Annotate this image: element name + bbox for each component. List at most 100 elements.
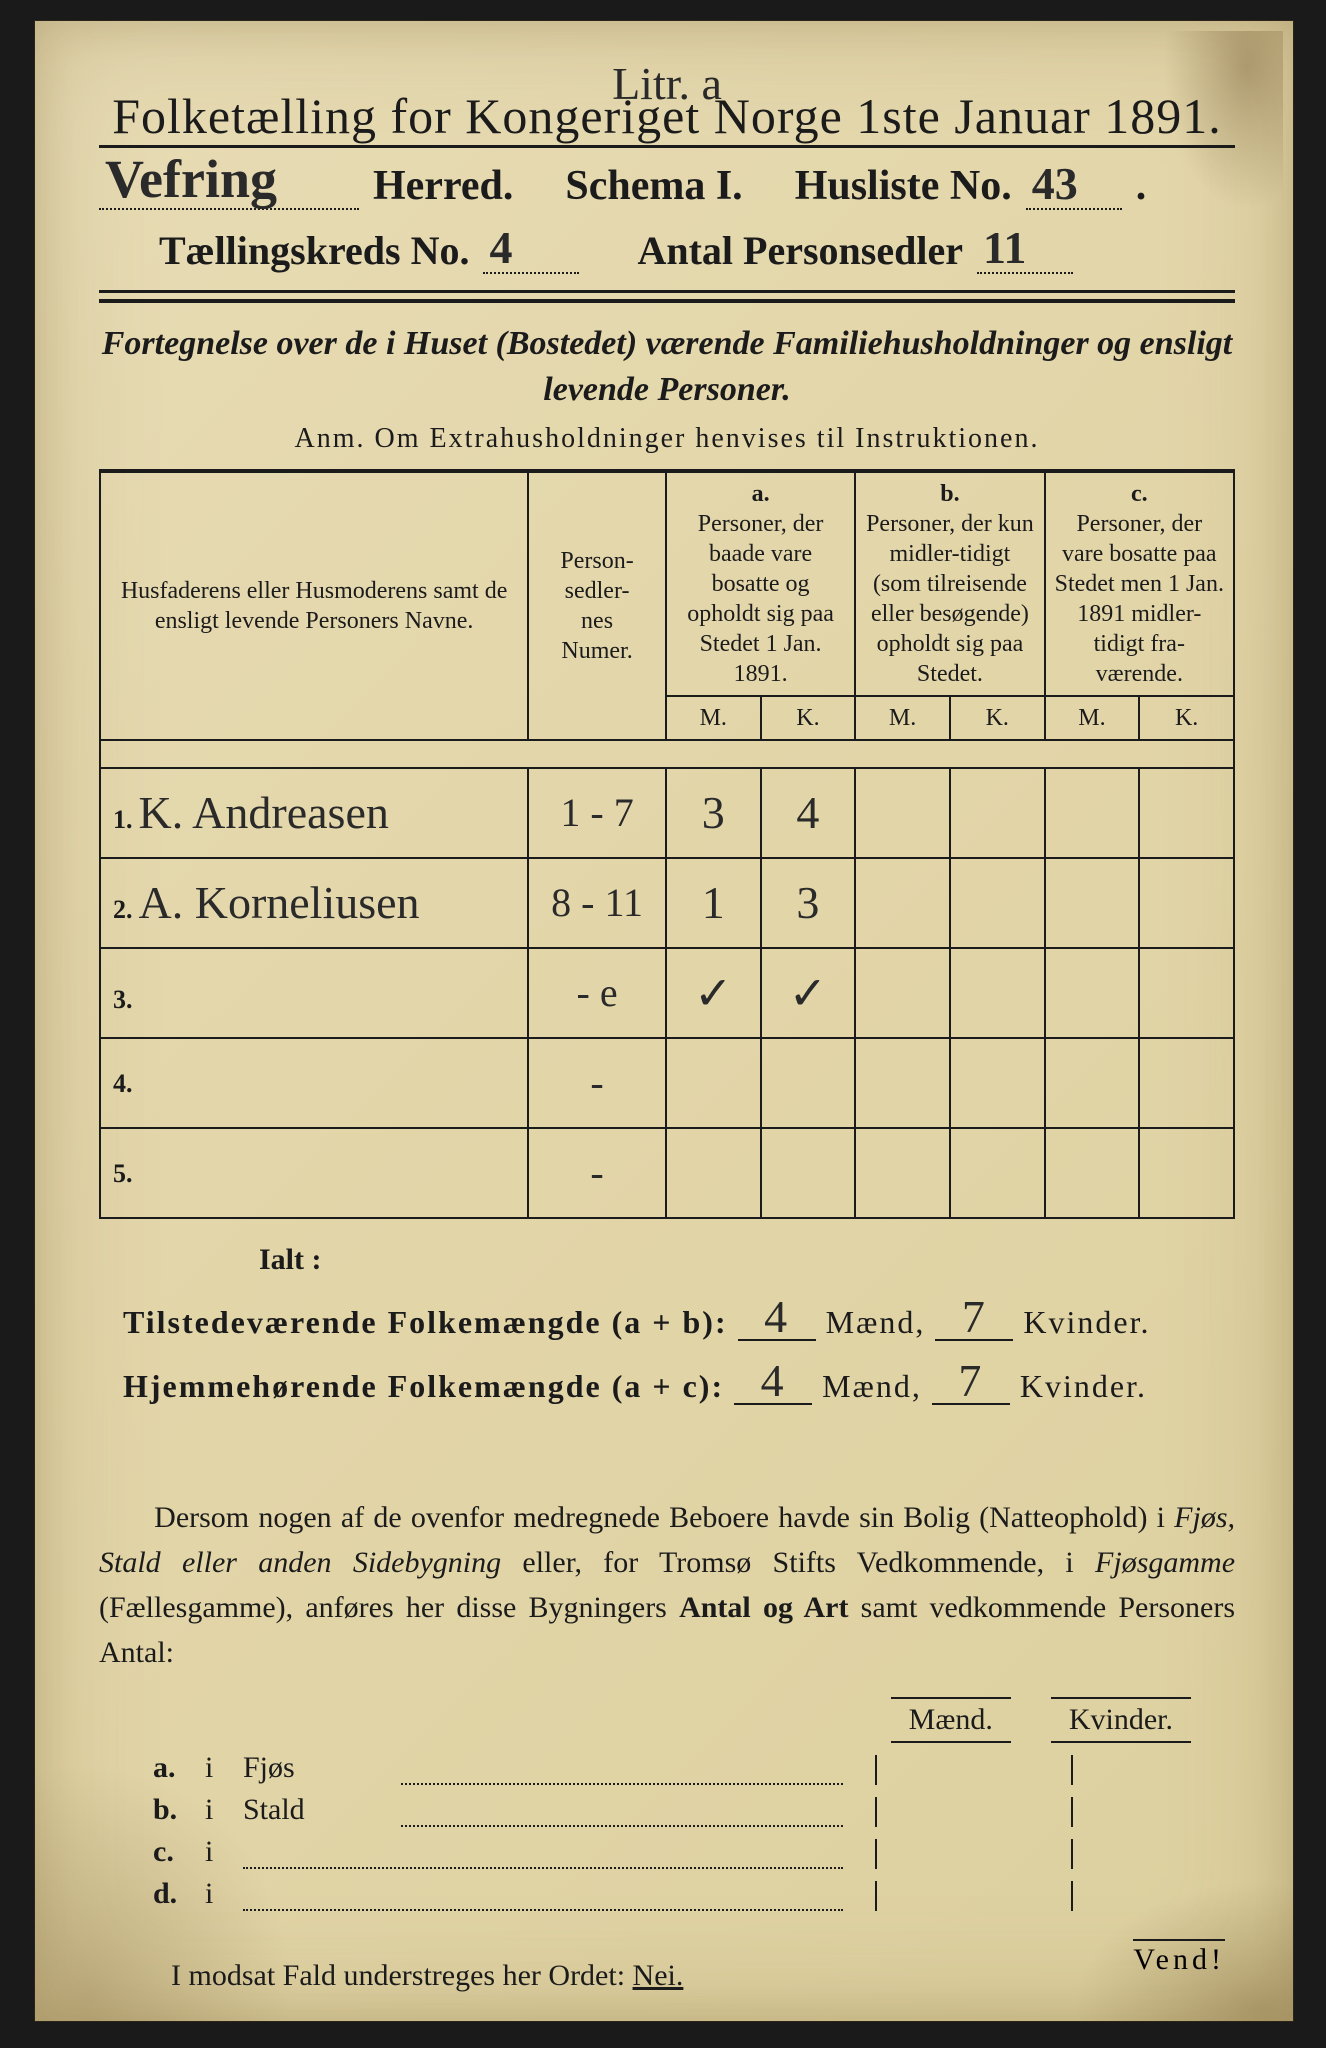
antal-field: 11 bbox=[977, 222, 1073, 274]
sum1-m: 4 bbox=[738, 1290, 816, 1343]
k-header: K. bbox=[1139, 696, 1234, 740]
schema-label: Schema I. bbox=[565, 162, 742, 210]
divider bbox=[99, 290, 1235, 293]
handwritten-top: Litr. a bbox=[612, 58, 722, 109]
col-a-label: a. bbox=[752, 481, 770, 507]
col-c-label: c. bbox=[1131, 481, 1148, 507]
maend-header: Mænd. bbox=[891, 1697, 1011, 1743]
antal-label: Antal Personsedler bbox=[637, 227, 963, 274]
sum2-label: Hjemmehørende Folkemængde (a + c): bbox=[123, 1368, 724, 1405]
sum1-m-field: 4 bbox=[738, 1299, 816, 1341]
list-item: b. i Stald bbox=[153, 1793, 1235, 1827]
m-header: M. bbox=[666, 696, 761, 740]
sum1-label: Tilstedeværende Folkemængde (a + b): bbox=[123, 1304, 728, 1341]
list-item: c. i bbox=[153, 1835, 1235, 1869]
col-b-header: b. Personer, der kun midler-tidigt (som … bbox=[855, 472, 1044, 696]
m-header: M. bbox=[1045, 696, 1140, 740]
col-name-header: Husfaderens eller Husmoderens samt de en… bbox=[100, 472, 528, 740]
cell: - e bbox=[577, 970, 618, 1015]
sum-line-ab: Tilstedeværende Folkemængde (a + b): 4 M… bbox=[123, 1299, 1235, 1341]
herred-label: Herred. bbox=[373, 162, 513, 210]
col-b-label: b. bbox=[940, 481, 959, 507]
row-name: K. Andreasen bbox=[139, 787, 389, 838]
list-item: a. i Fjøs bbox=[153, 1751, 1235, 1785]
k-header: K. bbox=[950, 696, 1045, 740]
subtitle: Fortegnelse over de i Huset (Bostedet) v… bbox=[99, 321, 1235, 413]
row-num: 4. bbox=[113, 1069, 133, 1098]
subtitle-line2: levende Personer. bbox=[543, 371, 790, 408]
col-c-header: c. Personer, der vare bosatte paa Stedet… bbox=[1045, 472, 1234, 696]
maend-label: Mænd, bbox=[822, 1368, 922, 1405]
item-tag: c. bbox=[153, 1835, 187, 1869]
kreds-field: 4 bbox=[483, 222, 579, 274]
husliste-field: 43 bbox=[1026, 158, 1122, 210]
item-tag: b. bbox=[153, 1793, 187, 1827]
maend-label: Mænd, bbox=[826, 1304, 926, 1341]
header-line-herred: Vefring Herred. Schema I. Husliste No. 4… bbox=[99, 158, 1235, 210]
sum1-k: 7 bbox=[935, 1290, 1013, 1343]
col-c-text: Personer, der vare bosatte paa Stedet me… bbox=[1055, 511, 1224, 687]
mk-column-headers: Mænd. Kvinder. bbox=[99, 1697, 1191, 1743]
cell: ✓ bbox=[789, 968, 828, 1019]
table-row: 3. - e ✓ ✓ bbox=[100, 948, 1234, 1038]
item-name: Fjøs bbox=[243, 1751, 383, 1785]
cell: - bbox=[590, 1060, 603, 1105]
divider-thick bbox=[99, 299, 1235, 303]
cell: - bbox=[590, 1150, 603, 1195]
ialt-label: Ialt : bbox=[259, 1243, 1235, 1277]
table-row: 1.K. Andreasen 1 - 7 3 4 bbox=[100, 768, 1234, 858]
kreds-label: Tællingskreds No. bbox=[159, 227, 469, 274]
building-list: a. i Fjøs b. i Stald c. i d. i bbox=[153, 1751, 1235, 1911]
census-table: Husfaderens eller Husmoderens samt de en… bbox=[99, 471, 1235, 1219]
list-item: d. i bbox=[153, 1877, 1235, 1911]
item-name: Stald bbox=[243, 1793, 383, 1827]
item-tag: d. bbox=[153, 1877, 187, 1911]
nei-text: I modsat Fald understreges her Ordet: bbox=[171, 1959, 625, 1992]
husliste-label: Husliste No. bbox=[795, 162, 1012, 210]
vend-text: Vend! bbox=[1133, 1943, 1225, 1976]
husliste-value: 43 bbox=[1032, 157, 1078, 210]
item-tag: a. bbox=[153, 1751, 187, 1785]
col-b-text: Personer, der kun midler-tidigt (som til… bbox=[866, 511, 1034, 687]
document-page: Litr. a Folketælling for Kongeriget Norg… bbox=[34, 20, 1294, 2022]
sum2-m-field: 4 bbox=[734, 1363, 812, 1405]
k-header: K. bbox=[761, 696, 856, 740]
col-a-header: a. Personer, der baade vare bosatte og o… bbox=[666, 472, 855, 696]
row-num: 1. bbox=[113, 805, 133, 834]
kreds-value: 4 bbox=[489, 221, 512, 274]
header-line-kreds: Tællingskreds No. 4 Antal Personsedler 1… bbox=[159, 222, 1235, 274]
kvinder-label: Kvinder. bbox=[1023, 1304, 1150, 1341]
sum2-k: 7 bbox=[932, 1354, 1010, 1407]
cell: ✓ bbox=[694, 968, 733, 1019]
paragraph-buildings: Dersom nogen af de ovenfor medregnede Be… bbox=[99, 1495, 1235, 1675]
col-numer-header: Person- sedler- nes Numer. bbox=[528, 472, 666, 740]
row-num: 5. bbox=[113, 1159, 133, 1188]
cell: 1 - 7 bbox=[560, 790, 633, 835]
subtitle-line1: Fortegnelse over de i Huset (Bostedet) v… bbox=[102, 325, 1233, 362]
antal-value: 11 bbox=[983, 221, 1026, 274]
kvinder-header: Kvinder. bbox=[1051, 1697, 1191, 1743]
col-a-text: Personer, der baade vare bosatte og opho… bbox=[687, 511, 834, 687]
content-area: Litr. a Folketælling for Kongeriget Norg… bbox=[99, 59, 1235, 1961]
cell: 4 bbox=[796, 787, 819, 838]
herred-field: Vefring bbox=[99, 158, 359, 210]
sum2-k-field: 7 bbox=[932, 1363, 1010, 1405]
cell: 8 - 11 bbox=[551, 880, 643, 925]
nei-line: I modsat Fald understreges her Ordet: Ne… bbox=[171, 1959, 1235, 1993]
nei-word: Nei. bbox=[633, 1959, 684, 1992]
anm-note: Anm. Om Extrahusholdninger henvises til … bbox=[99, 423, 1235, 455]
sum-line-ac: Hjemmehørende Folkemængde (a + c): 4 Mæn… bbox=[123, 1363, 1235, 1405]
cell: 3 bbox=[796, 877, 819, 928]
sum1-k-field: 7 bbox=[935, 1299, 1013, 1341]
vend-label: Vend! bbox=[1133, 1939, 1225, 1977]
m-header: M. bbox=[855, 696, 950, 740]
row-num: 3. bbox=[113, 985, 133, 1014]
cell: 1 bbox=[702, 877, 725, 928]
row-name: A. Korneliusen bbox=[139, 877, 420, 928]
table-row: 4. - bbox=[100, 1038, 1234, 1128]
table-row: 5. - bbox=[100, 1128, 1234, 1218]
herred-value: Vefring bbox=[105, 148, 277, 210]
sum2-m: 4 bbox=[734, 1354, 812, 1407]
handwritten-annotation: Litr. a bbox=[99, 57, 1235, 110]
table-row: 2.A. Korneliusen 8 - 11 1 3 bbox=[100, 858, 1234, 948]
